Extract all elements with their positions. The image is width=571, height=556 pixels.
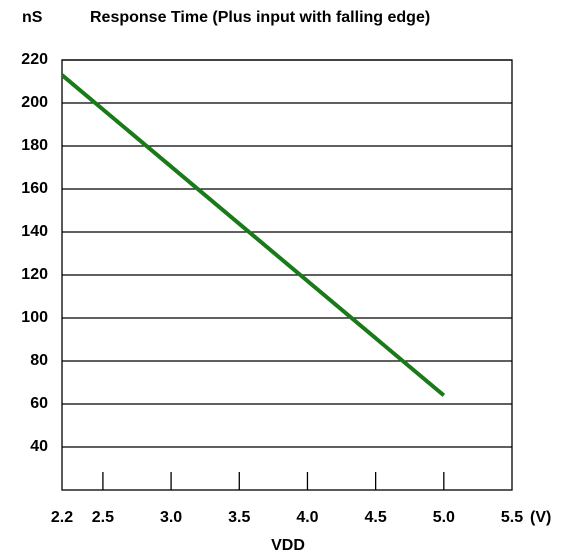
x-tick-label: 5.0 (433, 509, 455, 526)
x-tick-label: 4.0 (296, 509, 318, 526)
x-tick-label: 2.2 (51, 509, 73, 526)
y-tick-label: 60 (30, 395, 48, 412)
y-tick-label: 100 (21, 309, 48, 326)
x-tick-label: 4.5 (365, 509, 387, 526)
y-tick-label: 180 (21, 137, 48, 154)
x-tick-label: 3.5 (228, 509, 250, 526)
y-tick-label: 40 (30, 438, 48, 455)
y-unit: nS (22, 9, 43, 26)
y-tick-label: 80 (30, 352, 48, 369)
y-tick-label: 120 (21, 266, 48, 283)
x-unit: (V) (530, 509, 551, 526)
x-tick-label: 5.5 (501, 509, 523, 526)
x-tick-label: 3.0 (160, 509, 182, 526)
y-tick-label: 220 (21, 51, 48, 68)
x-tick-label: 2.5 (92, 509, 114, 526)
x-axis-label: VDD (271, 537, 305, 554)
data-line (60, 73, 446, 397)
y-tick-label: 200 (21, 94, 48, 111)
y-tick-label: 140 (21, 223, 48, 240)
y-tick-label: 160 (21, 180, 48, 197)
chart-title: Response Time (Plus input with falling e… (90, 9, 430, 26)
